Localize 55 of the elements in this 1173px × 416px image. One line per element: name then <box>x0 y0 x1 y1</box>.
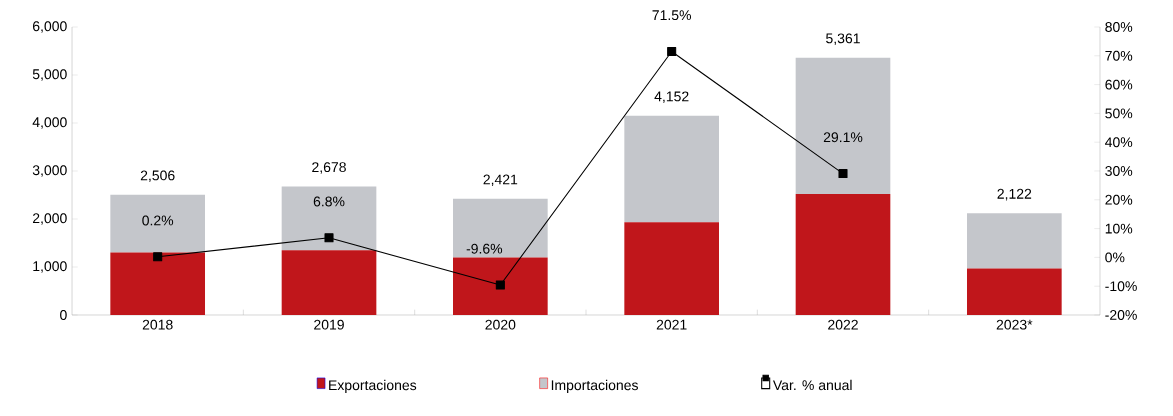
total-label: 2,122 <box>997 188 1032 201</box>
point <box>324 233 334 243</box>
bar <box>967 213 1062 269</box>
bar <box>281 250 377 315</box>
legend-label: Var. % anual <box>772 379 852 391</box>
x-tick-label: 2022 <box>828 319 858 330</box>
total-label: 4,152 <box>654 91 689 103</box>
x-tick-label: 2021 <box>656 319 687 330</box>
data-label: 0.2% <box>142 215 174 226</box>
legend-label: Exportaciones <box>329 379 417 393</box>
bar <box>110 194 206 253</box>
point <box>667 46 677 57</box>
bar <box>795 194 891 315</box>
y-tick-label: 6,000 <box>32 21 67 33</box>
data-label: -9.6% <box>466 243 503 254</box>
total-label: 2,678 <box>312 162 346 174</box>
y2-tick-label: 60% <box>1105 79 1133 90</box>
point <box>495 280 505 290</box>
y2-tick-label: 40% <box>1105 137 1133 148</box>
y2-tick-label: -20% <box>1105 310 1137 320</box>
total-label: 2,506 <box>140 170 175 182</box>
total-label: 2,421 <box>483 174 518 187</box>
bar <box>453 257 548 315</box>
y2-tick-label: 30% <box>1105 166 1133 176</box>
x-tick-label: 2019 <box>314 319 344 330</box>
legend-label: Importaciones <box>551 379 638 393</box>
y-tick-label: 3,000 <box>32 165 67 177</box>
bar <box>110 252 206 315</box>
data-label: 71.5% <box>652 10 692 21</box>
y2-tick-label: 80% <box>1105 22 1133 32</box>
y2-tick-label: 0% <box>1105 252 1125 263</box>
bar <box>624 115 719 223</box>
y2-tick-label: 20% <box>1105 194 1133 205</box>
y2-tick-label: 10% <box>1105 223 1133 234</box>
y2-tick-label: 70% <box>1105 50 1133 61</box>
data-label: 6.8% <box>313 196 345 207</box>
x-tick-label: 2018 <box>142 319 173 330</box>
total-label: 5,361 <box>826 33 860 45</box>
point <box>838 169 848 179</box>
y-tick-label: 4,000 <box>32 117 67 129</box>
bar <box>453 198 548 258</box>
point <box>153 252 163 262</box>
y-tick-label: 5,000 <box>32 69 67 81</box>
y2-tick-label: 50% <box>1105 108 1133 119</box>
bar <box>281 186 377 251</box>
x-tick-label: 2023* <box>996 319 1033 330</box>
y-tick-label: 0 <box>60 310 67 320</box>
bar <box>624 222 719 315</box>
bar <box>967 268 1062 315</box>
bar <box>795 57 891 195</box>
y-tick-label: 2,000 <box>32 213 67 225</box>
y2-tick-label: -10% <box>1105 281 1137 292</box>
y-tick-label: 1,000 <box>33 261 67 273</box>
data-label: 29.1% <box>823 132 863 143</box>
x-tick-label: 2020 <box>485 319 516 330</box>
